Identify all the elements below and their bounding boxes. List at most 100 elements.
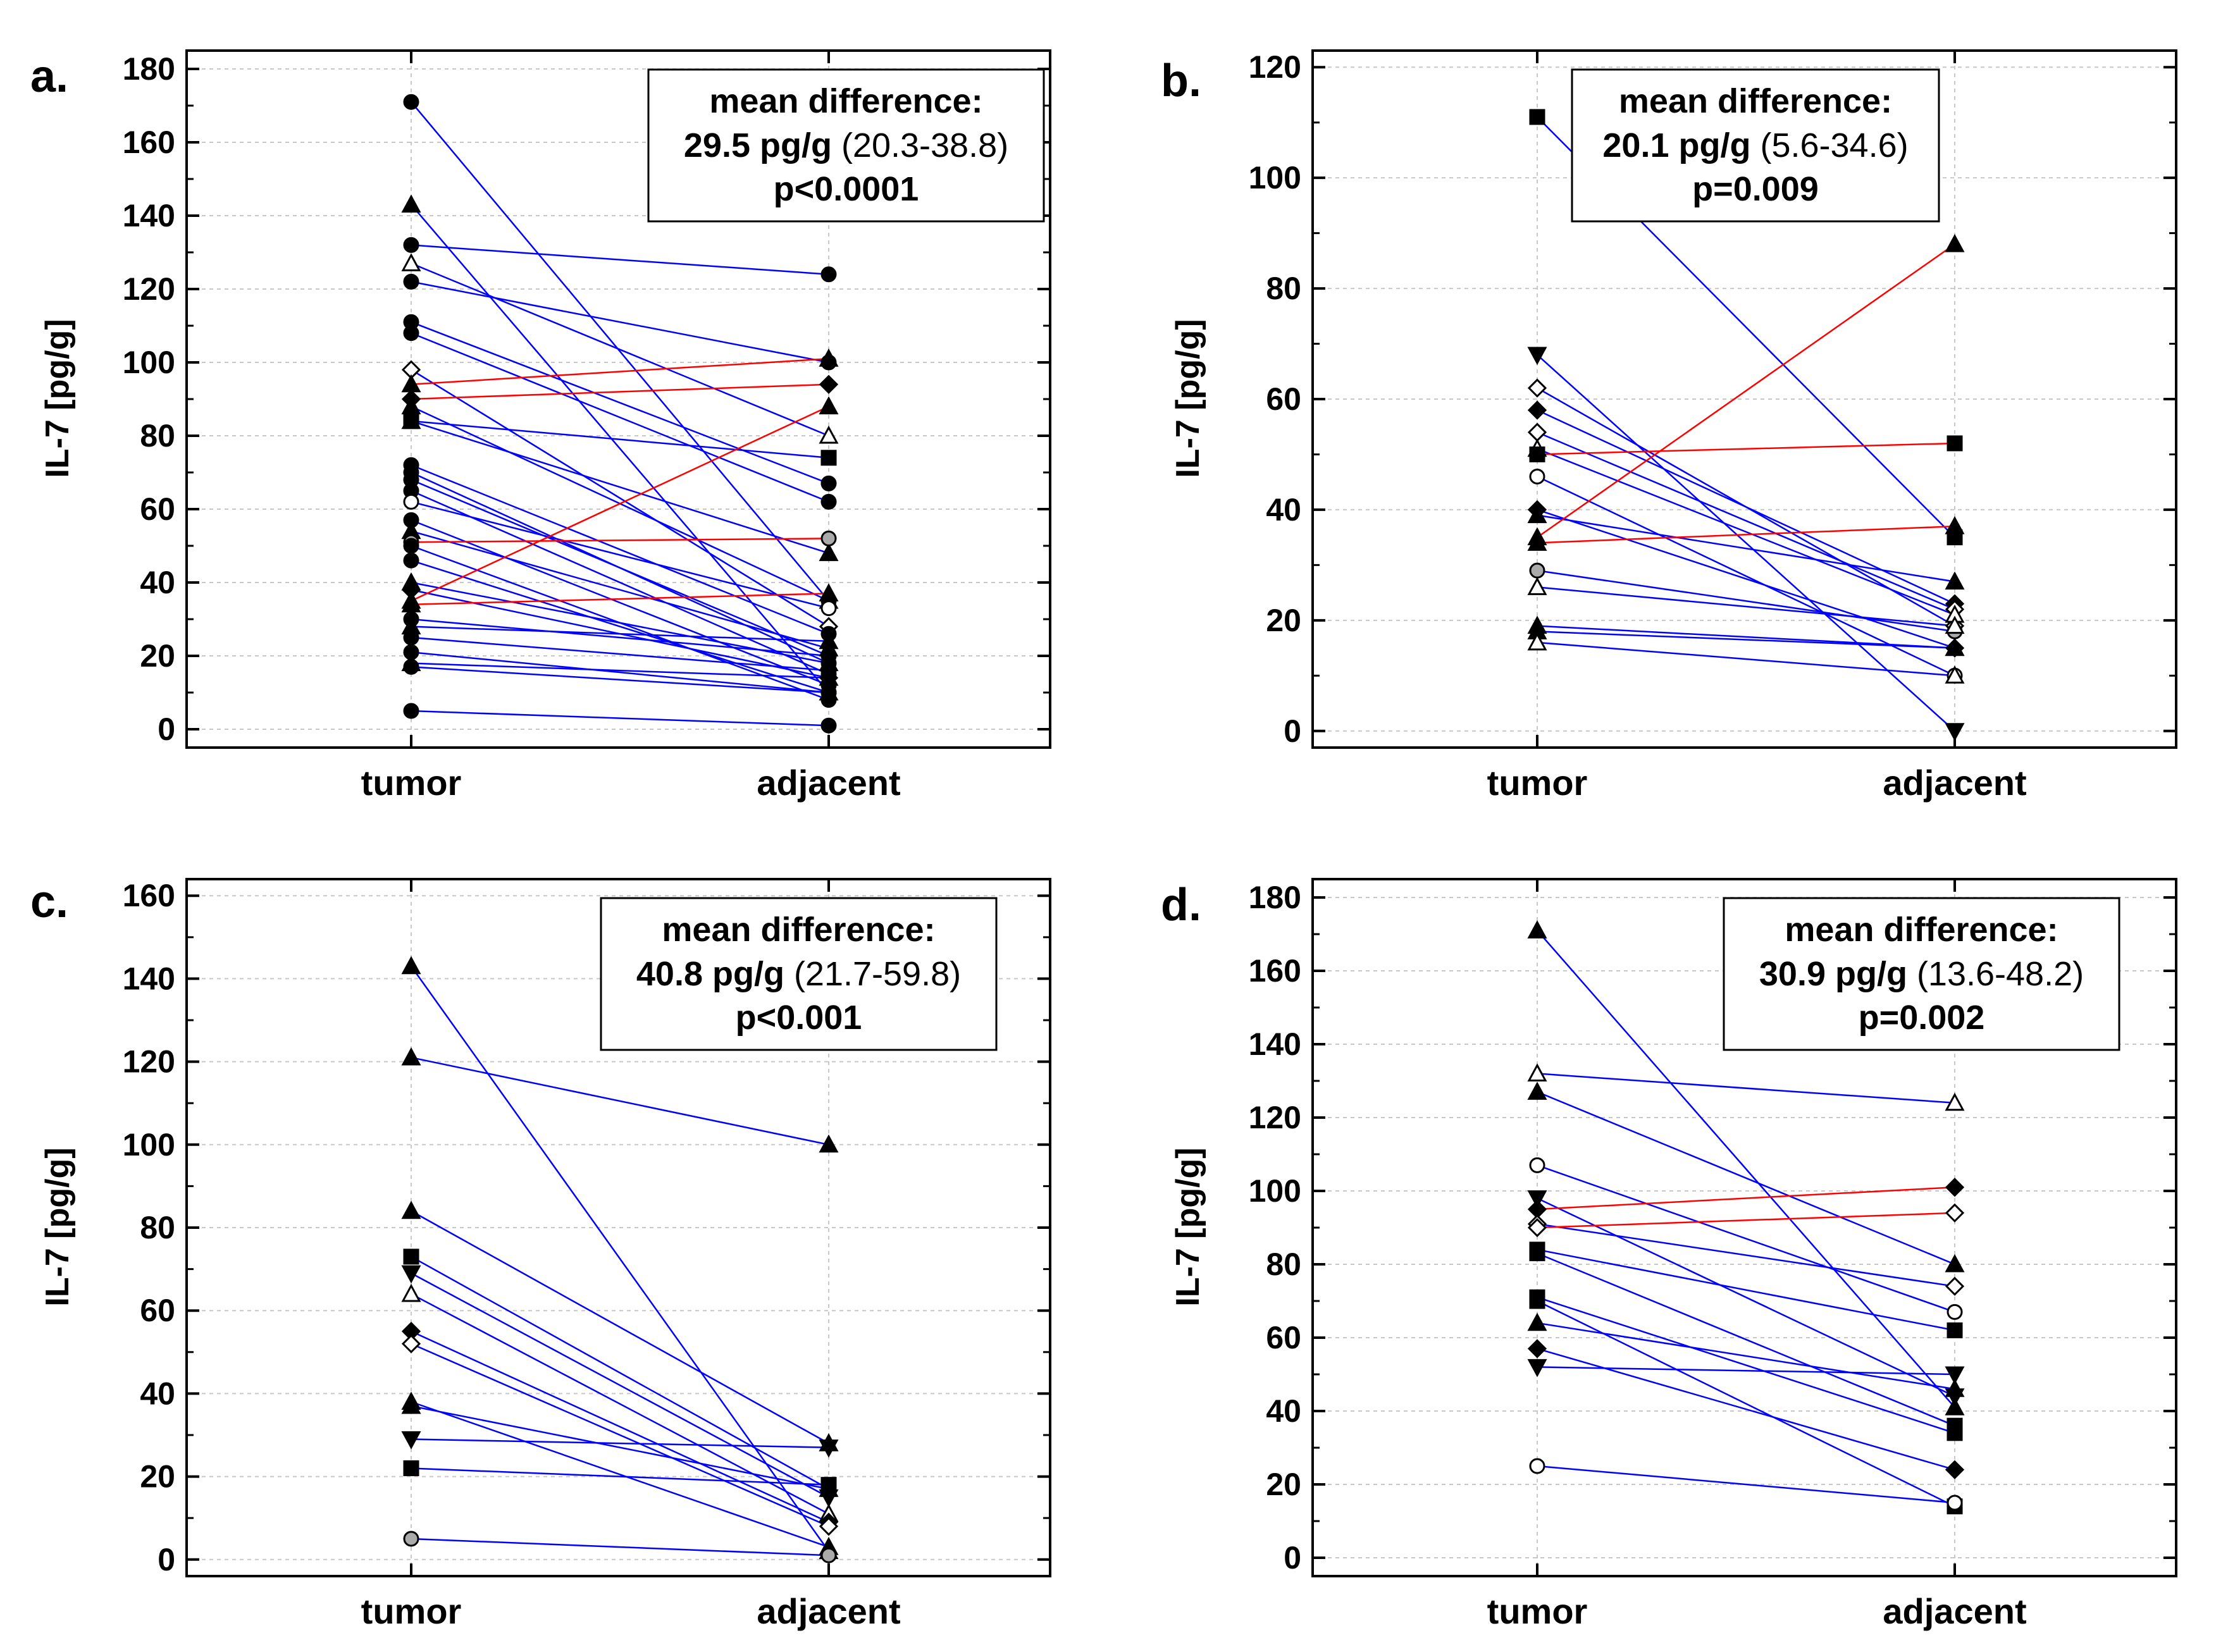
tumor-point xyxy=(401,1334,421,1353)
tumor-point xyxy=(1527,1312,1547,1331)
pair-line xyxy=(1537,1300,1955,1507)
tumor-point xyxy=(403,1248,419,1265)
pair-line xyxy=(1537,354,1955,732)
adjacent-point xyxy=(820,1547,837,1563)
tumor-point xyxy=(1529,1458,1545,1474)
tumor-point xyxy=(403,325,419,342)
y-tick-label: 160 xyxy=(1249,953,1301,989)
tumor-point xyxy=(1529,109,1545,125)
stats-box: mean difference: 40.8 pg/g (21.7-59.8) p<0… xyxy=(600,897,998,1051)
pair-line xyxy=(1537,1297,1955,1434)
adjacent-point xyxy=(819,583,839,601)
x-category-label: tumor xyxy=(1487,1591,1588,1631)
adjacent-point xyxy=(1945,233,1965,252)
y-tick-label: 20 xyxy=(1266,1467,1301,1502)
pair-line xyxy=(411,281,829,364)
adjacent-point xyxy=(1945,1203,1965,1223)
y-tick-label: 80 xyxy=(1266,271,1301,306)
y-tick-label: 120 xyxy=(123,271,175,307)
tumor-point xyxy=(1527,577,1547,595)
pair-line xyxy=(1537,1252,1955,1427)
y-tick-label: 100 xyxy=(1249,160,1301,195)
pair-lines xyxy=(1537,116,1955,732)
adjacent-point xyxy=(1947,435,1963,452)
tumor-point xyxy=(1527,533,1547,551)
tumor-point xyxy=(1527,920,1547,939)
y-tick-label: 120 xyxy=(123,1044,175,1080)
adjacent-point xyxy=(819,374,839,394)
pair-markers xyxy=(401,956,839,1563)
stats-box-frame xyxy=(1723,897,2120,1051)
tumor-point xyxy=(1527,400,1547,420)
x-category-label: adjacent xyxy=(757,763,900,803)
adjacent-point xyxy=(819,543,839,562)
y-tick-label: 60 xyxy=(1266,381,1301,417)
y-tick-label: 140 xyxy=(123,961,175,996)
y-tick-label: 140 xyxy=(1249,1026,1301,1062)
pair-line xyxy=(411,666,829,694)
stats-ci: (13.6-48.2) xyxy=(1917,955,2084,993)
pair-line xyxy=(1537,586,1955,627)
stats-box-frame xyxy=(600,897,998,1051)
pair-lines xyxy=(1537,930,1955,1507)
pair-line xyxy=(411,405,829,602)
pair-line xyxy=(1537,641,1955,677)
panel-letter: d. xyxy=(1161,880,1201,930)
adjacent-point xyxy=(1945,1092,1965,1111)
pair-line xyxy=(1537,1164,1955,1313)
pair-line xyxy=(411,420,829,459)
x-category-label: tumor xyxy=(1487,763,1588,803)
y-tick-label: 180 xyxy=(123,51,175,87)
adjacent-point xyxy=(1945,571,1965,590)
adjacent-point xyxy=(820,266,837,283)
pair-line xyxy=(1537,1366,1955,1376)
adjacent-point xyxy=(820,493,837,510)
stats-ci: (20.3-38.8) xyxy=(841,126,1008,164)
tumor-point xyxy=(403,538,419,554)
stats-value-line: 29.5 pg/g (20.3-38.8) xyxy=(684,126,1008,164)
adjacent-point xyxy=(1945,723,1965,741)
pair-line xyxy=(411,479,829,657)
y-tick-label: 180 xyxy=(1249,880,1301,915)
y-tick-label: 20 xyxy=(1266,603,1301,638)
pair-line xyxy=(411,357,829,386)
y-tick-label: 80 xyxy=(1266,1247,1301,1282)
adjacent-point xyxy=(1947,1322,1963,1338)
tumor-point xyxy=(401,194,421,213)
adjacent-point xyxy=(819,1439,839,1458)
pair-line xyxy=(411,204,829,693)
tumor-point xyxy=(401,1200,421,1219)
tumor-point xyxy=(403,273,419,290)
pair-markers xyxy=(1527,920,1965,1515)
stats-ci: (5.6-34.6) xyxy=(1760,126,1908,164)
y-tick-label: 100 xyxy=(123,345,175,380)
tumor-point xyxy=(1527,1339,1547,1359)
adjacent-point xyxy=(820,530,837,546)
adjacent-point xyxy=(1945,638,1965,656)
pair-line xyxy=(411,1273,829,1498)
tumor-point xyxy=(401,1395,421,1414)
tumor-point xyxy=(1529,1157,1545,1173)
adjacent-point xyxy=(1945,1178,1965,1197)
adjacent-point xyxy=(819,1134,839,1153)
tumor-point xyxy=(1527,378,1547,398)
adjacent-point xyxy=(1945,1460,1965,1479)
adjacent-point xyxy=(1947,1304,1963,1320)
pair-line xyxy=(410,966,830,1552)
stats-value-line: 40.8 pg/g (21.7-59.8) xyxy=(636,955,961,993)
tumor-point xyxy=(403,552,419,569)
pair-line xyxy=(411,1293,829,1515)
y-tick-label: 60 xyxy=(1266,1320,1301,1355)
pair-line xyxy=(411,538,829,543)
pair-lines xyxy=(411,101,829,727)
pair-line xyxy=(411,464,829,635)
y-tick-label: 40 xyxy=(1266,1393,1301,1429)
y-tick-label: 40 xyxy=(1266,492,1301,527)
pair-line xyxy=(411,1210,829,1445)
pair-line xyxy=(411,501,829,609)
tumor-point xyxy=(1527,1359,1547,1378)
tumor-point xyxy=(403,1460,419,1476)
stats-title: mean difference: xyxy=(1619,82,1892,120)
y-tick-label: 140 xyxy=(123,198,175,233)
tumor-point xyxy=(1527,1217,1547,1238)
